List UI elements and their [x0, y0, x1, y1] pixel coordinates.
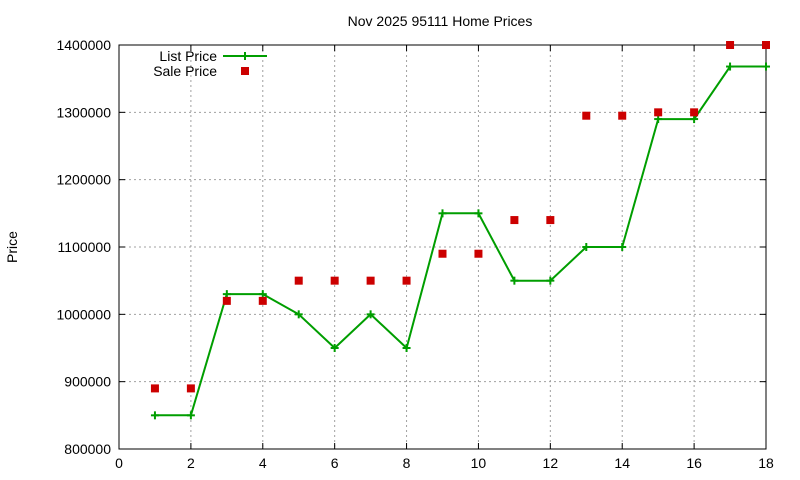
sale-price-point: [366, 276, 375, 285]
grid-lines: [119, 45, 766, 449]
list-price-point: [546, 276, 555, 285]
y-tick-label: 1000000: [56, 306, 111, 322]
legend-label-list-price: List Price: [159, 48, 217, 64]
list-price-line: [154, 65, 766, 417]
list-price-point: [438, 209, 447, 218]
x-tick-label: 6: [331, 455, 339, 471]
list-price-point: [474, 209, 483, 218]
sale-price-point: [690, 108, 699, 117]
y-axis-label: Price: [4, 231, 20, 263]
legend-label-sale-price: Sale Price: [153, 63, 217, 79]
list-price-point: [762, 62, 770, 71]
list-price-point: [186, 411, 195, 420]
x-tick-label: 4: [259, 455, 267, 471]
x-tick-label: 16: [686, 455, 702, 471]
x-tick-label: 8: [403, 455, 411, 471]
x-tick-label: 0: [115, 455, 123, 471]
sale-price-point: [258, 296, 267, 305]
y-tick-label: 1400000: [56, 37, 111, 53]
chart-title: Nov 2025 95111 Home Prices: [348, 13, 533, 29]
sale-price-point: [618, 111, 627, 120]
sale-price-point: [294, 276, 303, 285]
list-price-point: [222, 290, 231, 299]
list-price-point: [510, 276, 519, 285]
sale-price-point: [222, 296, 231, 305]
list-price-point: [726, 62, 735, 71]
sale-price-point: [330, 276, 339, 285]
legend-marker-list-price: [241, 52, 249, 60]
legend-swatch-sale-price: [241, 67, 249, 75]
y-tick-label: 800000: [64, 441, 111, 457]
sale-price-point: [762, 41, 770, 49]
sale-price-point: [582, 111, 591, 120]
list-price-point: [330, 344, 339, 352]
plot-frame: [118, 44, 767, 450]
list-price-point: [366, 310, 375, 319]
y-tick-label: 1300000: [56, 104, 111, 120]
sale-price-point: [474, 249, 483, 258]
sale-price-point: [546, 216, 555, 225]
legend: List Price Sale Price: [153, 48, 267, 79]
list-price-point: [618, 243, 627, 251]
sale-price-point: [402, 276, 411, 285]
y-tick-label: 1100000: [58, 239, 112, 255]
list-price-point: [258, 290, 267, 299]
series-layer: [150, 41, 770, 420]
x-tick-label: 14: [614, 455, 630, 471]
sale-price-point: [510, 216, 519, 225]
sale-price-point: [438, 249, 447, 258]
x-tick-label: 12: [543, 455, 559, 471]
list-price-point: [402, 344, 411, 352]
x-tick-label: 2: [187, 455, 195, 471]
list-price-point: [582, 243, 591, 251]
x-tick-label: 18: [758, 455, 774, 471]
y-tick-label: 1200000: [56, 172, 111, 188]
x-tick-label: 10: [471, 455, 487, 471]
axis-ticks: 0 2 4 6 8 10 12 14 16 18 800000 900000 1000000 110000…: [56, 37, 774, 471]
sale-price-point: [186, 384, 195, 393]
sale-price-point: [150, 384, 159, 393]
y-tick-label: 900000: [64, 374, 111, 390]
list-price-point: [294, 310, 303, 319]
sale-price-point: [654, 108, 663, 117]
legend-swatches: [223, 52, 267, 75]
list-price-point: [690, 115, 699, 124]
list-price-point: [654, 115, 663, 124]
list-price-point: [150, 411, 159, 420]
sale-price-point: [726, 41, 735, 49]
